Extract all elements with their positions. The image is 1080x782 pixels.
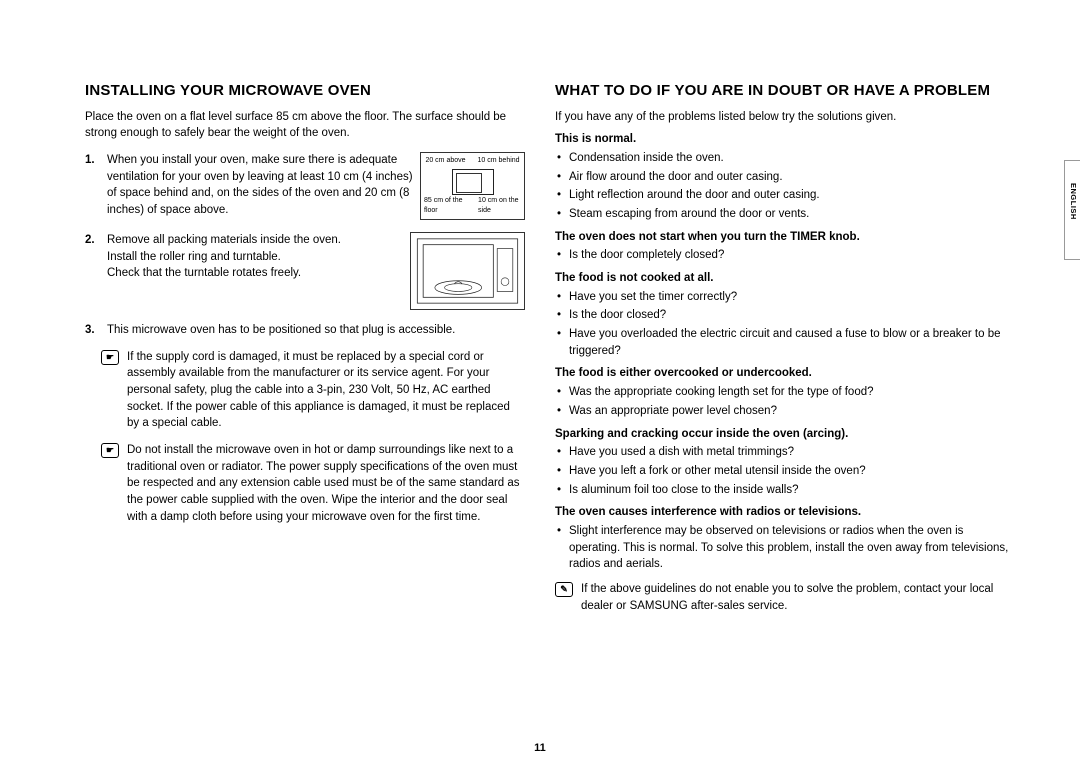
section-4-title: The food is either overcooked or underco… — [555, 365, 1010, 382]
list-item: Light reflection around the door and out… — [555, 187, 1010, 204]
clearance-diagram: 20 cm above 10 cm behind 85 cm of the fl… — [420, 152, 525, 220]
section-2-title: The oven does not start when you turn th… — [555, 229, 1010, 246]
step-2a: Remove all packing materials inside the … — [107, 234, 341, 246]
note-1: ☛ If the supply cord is damaged, it must… — [101, 349, 525, 432]
note-icon: ☛ — [101, 350, 119, 365]
section-6-title: The oven causes interference with radios… — [555, 504, 1010, 521]
diagram-label-behind: 10 cm behind — [478, 156, 520, 166]
right-note: ✎ If the above guidelines do not enable … — [555, 581, 1010, 614]
diagram-label-floor: 85 cm of the floor — [424, 196, 466, 216]
step-num-2: 2. — [85, 232, 101, 312]
diagram-label-above: 20 cm above — [425, 156, 465, 166]
section-5-list: Have you used a dish with metal trimming… — [555, 444, 1010, 498]
section-3-list: Have you set the timer correctly?Is the … — [555, 289, 1010, 360]
step-2c: Check that the turntable rotates freely. — [107, 267, 301, 279]
step-num-1: 1. — [85, 152, 101, 222]
section-1-title: This is normal. — [555, 131, 1010, 148]
right-note-body: If the above guidelines do not enable yo… — [581, 581, 1010, 614]
step-1: 1. When you install your oven, make sure… — [85, 152, 525, 222]
left-intro: Place the oven on a flat level surface 8… — [85, 109, 525, 142]
step-2b: Install the roller ring and turntable. — [107, 251, 281, 263]
step-3: 3. This microwave oven has to be positio… — [85, 322, 525, 339]
list-item: Have you overloaded the electric circuit… — [555, 326, 1010, 359]
right-column: What to do if you are in doubt or have a… — [555, 80, 1010, 624]
section-4-list: Was the appropriate cooking length set f… — [555, 384, 1010, 419]
list-item: Is the door closed? — [555, 307, 1010, 324]
note-icon: ☛ — [101, 443, 119, 458]
language-tab-label: ENGLISH — [1069, 183, 1078, 220]
section-6-list: Slight interference may be observed on t… — [555, 523, 1010, 573]
list-item: Slight interference may be observed on t… — [555, 523, 1010, 573]
list-item: Steam escaping from around the door or v… — [555, 206, 1010, 223]
note-2: ☛ Do not install the microwave oven in h… — [101, 442, 525, 525]
page-number: 11 — [0, 742, 1080, 754]
left-heading: Installing your microwave oven — [85, 80, 525, 102]
list-item: Have you used a dish with metal trimming… — [555, 444, 1010, 461]
note-1-body: If the supply cord is damaged, it must b… — [127, 349, 525, 432]
diagram-label-side: 10 cm on the side — [478, 196, 521, 216]
language-tab: ENGLISH — [1064, 160, 1080, 260]
list-item: Have you set the timer correctly? — [555, 289, 1010, 306]
section-5-title: Sparking and cracking occur inside the o… — [555, 426, 1010, 443]
section-2-list: Is the door completely closed? — [555, 247, 1010, 264]
step-num-3: 3. — [85, 322, 101, 339]
list-item: Is the door completely closed? — [555, 247, 1010, 264]
list-item: Was an appropriate power level chosen? — [555, 403, 1010, 420]
content-columns: Installing your microwave oven Place the… — [85, 80, 1010, 624]
list-item: Air flow around the door and outer casin… — [555, 169, 1010, 186]
list-item: Was the appropriate cooking length set f… — [555, 384, 1010, 401]
step-2: 2. Remove all packing materials inside t… — [85, 232, 525, 312]
turntable-diagram — [410, 232, 525, 310]
section-1-list: Condensation inside the oven. Air flow ar… — [555, 150, 1010, 223]
left-column: Installing your microwave oven Place the… — [85, 80, 525, 624]
right-intro: If you have any of the problems listed b… — [555, 109, 1010, 126]
step-3-body: This microwave oven has to be positioned… — [107, 322, 525, 339]
note-2-body: Do not install the microwave oven in hot… — [127, 442, 525, 525]
list-item: Condensation inside the oven. — [555, 150, 1010, 167]
info-icon: ✎ — [555, 582, 573, 597]
list-item: Have you left a fork or other metal uten… — [555, 463, 1010, 480]
list-item: Is aluminum foil too close to the inside… — [555, 482, 1010, 499]
right-heading: What to do if you are in doubt or have a… — [555, 80, 1010, 102]
section-3-title: The food is not cooked at all. — [555, 270, 1010, 287]
